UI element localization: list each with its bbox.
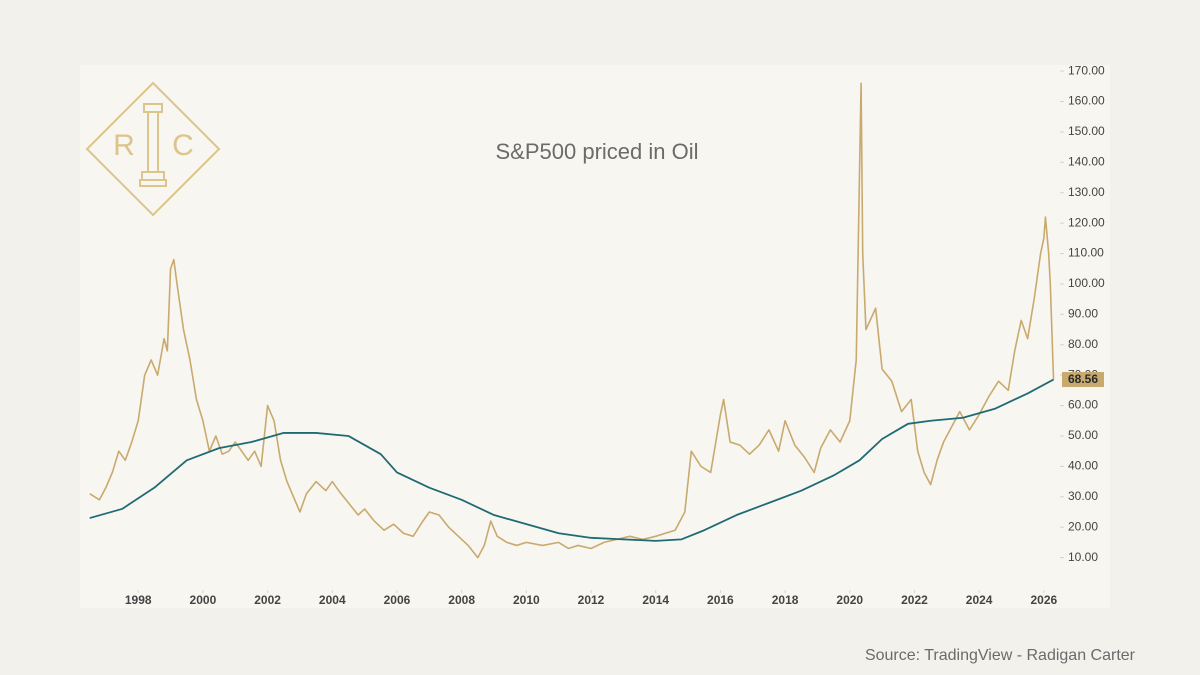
x-tick-label: 2020 xyxy=(836,593,863,607)
y-tick-label: 140.00 xyxy=(1068,154,1105,168)
y-tick-label: 150.00 xyxy=(1068,124,1105,138)
x-tick-label: 2026 xyxy=(1030,593,1057,607)
logo-letter: C xyxy=(172,129,194,162)
x-tick-label: 2000 xyxy=(190,593,217,607)
x-tick-label: 2004 xyxy=(319,593,346,607)
x-tick-label: 2006 xyxy=(384,593,411,607)
x-tick-label: 2008 xyxy=(448,593,475,607)
chart-title: S&P500 priced in Oil xyxy=(496,139,699,164)
x-tick-label: 2022 xyxy=(901,593,928,607)
y-tick-label: 110.00 xyxy=(1068,246,1104,260)
y-tick-label: 100.00 xyxy=(1068,276,1105,290)
x-tick-label: 2010 xyxy=(513,593,540,607)
y-tick-label: 30.00 xyxy=(1068,489,1098,503)
x-tick-label: 1998 xyxy=(125,593,152,607)
x-tick-label: 2018 xyxy=(772,593,799,607)
y-tick-label: 80.00 xyxy=(1068,337,1098,351)
x-tick-label: 2014 xyxy=(642,593,669,607)
x-tick-label: 2012 xyxy=(578,593,605,607)
logo-plinth xyxy=(139,179,167,187)
x-tick-label: 2016 xyxy=(707,593,734,607)
series-line xyxy=(89,82,1055,559)
current-value-label: 68.56 xyxy=(1068,372,1098,386)
y-tick-label: 120.00 xyxy=(1068,215,1105,229)
x-tick-label: 2002 xyxy=(254,593,281,607)
plot-panel xyxy=(80,65,1110,608)
logo xyxy=(85,81,221,217)
y-tick-label: 130.00 xyxy=(1068,185,1105,199)
x-tick-label: 2024 xyxy=(966,593,993,607)
logo-diamond xyxy=(85,81,221,217)
series-line xyxy=(89,378,1054,542)
logo-letter: R xyxy=(113,129,135,162)
y-tick-label: 20.00 xyxy=(1068,519,1098,533)
y-tick-label: 170.00 xyxy=(1068,63,1105,77)
y-tick-label: 90.00 xyxy=(1068,307,1098,321)
logo-capital xyxy=(143,103,163,113)
y-tick-label: 40.00 xyxy=(1068,459,1098,473)
current-value-box xyxy=(1062,372,1104,388)
source: Source: TradingView - Radigan Carter xyxy=(865,647,1136,664)
y-tick-label: 160.00 xyxy=(1068,94,1105,108)
y-tick-label: 10.00 xyxy=(1068,550,1098,564)
y-tick-label: 60.00 xyxy=(1068,398,1098,412)
y-tick-label: 50.00 xyxy=(1068,428,1098,442)
